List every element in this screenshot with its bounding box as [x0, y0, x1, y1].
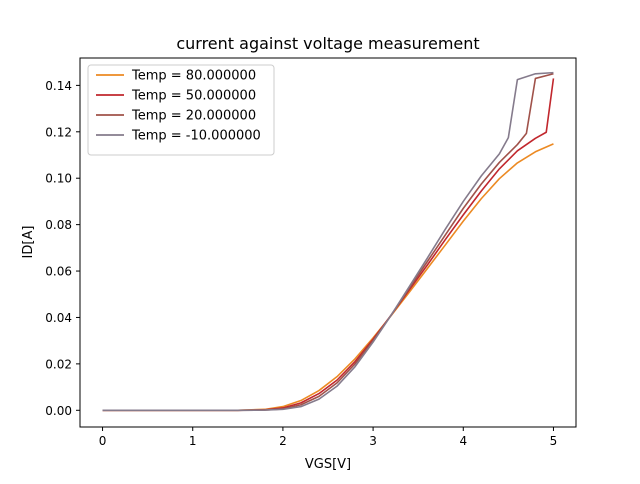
y-tick-label: 0.02 — [45, 357, 72, 371]
y-axis-ticks: 0.00 0.02 0.04 0.06 0.08 0.10 0.12 0.14 — [45, 79, 80, 418]
x-tick-label: 4 — [459, 434, 467, 448]
legend-label: Temp = 20.000000 — [131, 109, 256, 124]
y-tick-label: 0.08 — [45, 218, 72, 232]
x-tick-label: 1 — [189, 434, 197, 448]
plot-lines — [102, 71, 555, 412]
x-tick-label: 3 — [369, 434, 377, 448]
legend-label: Temp = 80.000000 — [131, 69, 256, 84]
legend-box — [87, 64, 275, 156]
axes-frame — [79, 57, 577, 428]
x-tick-label: 0 — [99, 434, 107, 448]
y-tick-label: 0.10 — [45, 172, 72, 186]
x-tick-label: 5 — [550, 434, 558, 448]
y-tick-label: 0.14 — [45, 79, 72, 93]
legend-label: Temp = -10.000000 — [131, 129, 261, 144]
x-axis-label: VGS[V] — [305, 457, 351, 472]
legend-label: Temp = 50.000000 — [131, 89, 256, 104]
y-tick-label: 0.12 — [45, 125, 72, 139]
x-tick-label: 2 — [279, 434, 287, 448]
chart-title: current against voltage measurement — [176, 34, 479, 53]
legend: Temp = 80.000000 Temp = 50.000000 Temp = 2… — [87, 64, 275, 156]
y-tick-label: 0.04 — [45, 311, 72, 325]
y-axis-label: ID[A] — [21, 226, 36, 259]
x-axis-ticks: 0 1 2 3 4 5 — [99, 427, 558, 448]
series-line-4 — [102, 71, 554, 412]
y-tick-label: 0.06 — [45, 265, 72, 279]
y-tick-label: 0.00 — [45, 404, 72, 418]
